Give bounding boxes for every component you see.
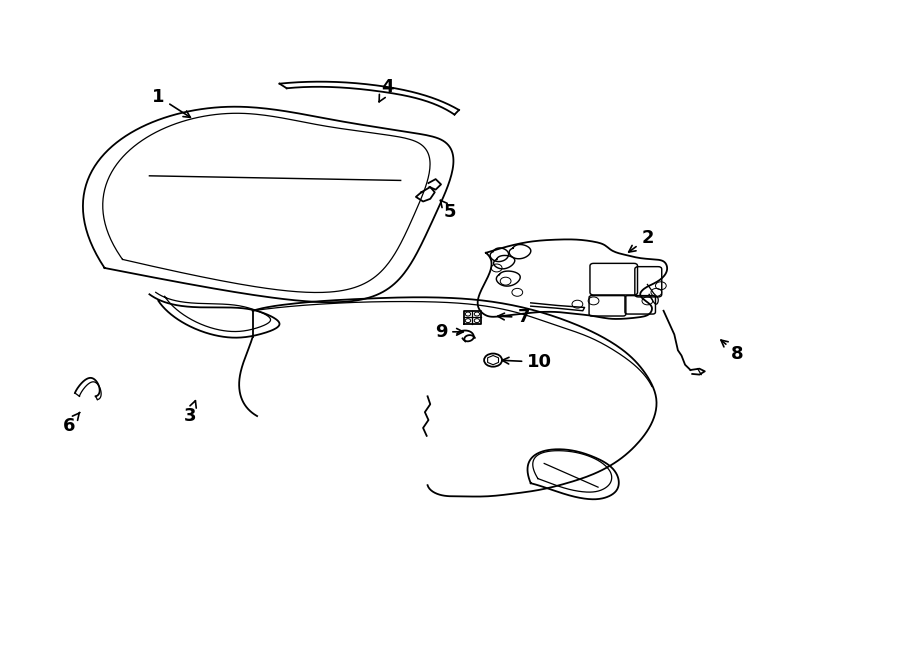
Text: 3: 3 bbox=[184, 401, 196, 425]
Text: 5: 5 bbox=[440, 200, 456, 221]
Text: 8: 8 bbox=[721, 340, 743, 362]
Text: 1: 1 bbox=[152, 88, 191, 118]
Text: 10: 10 bbox=[502, 353, 553, 371]
Text: 9: 9 bbox=[435, 323, 464, 341]
Text: 2: 2 bbox=[629, 229, 653, 252]
Text: 6: 6 bbox=[62, 412, 79, 435]
Text: 7: 7 bbox=[498, 308, 530, 327]
Text: 4: 4 bbox=[379, 78, 393, 102]
